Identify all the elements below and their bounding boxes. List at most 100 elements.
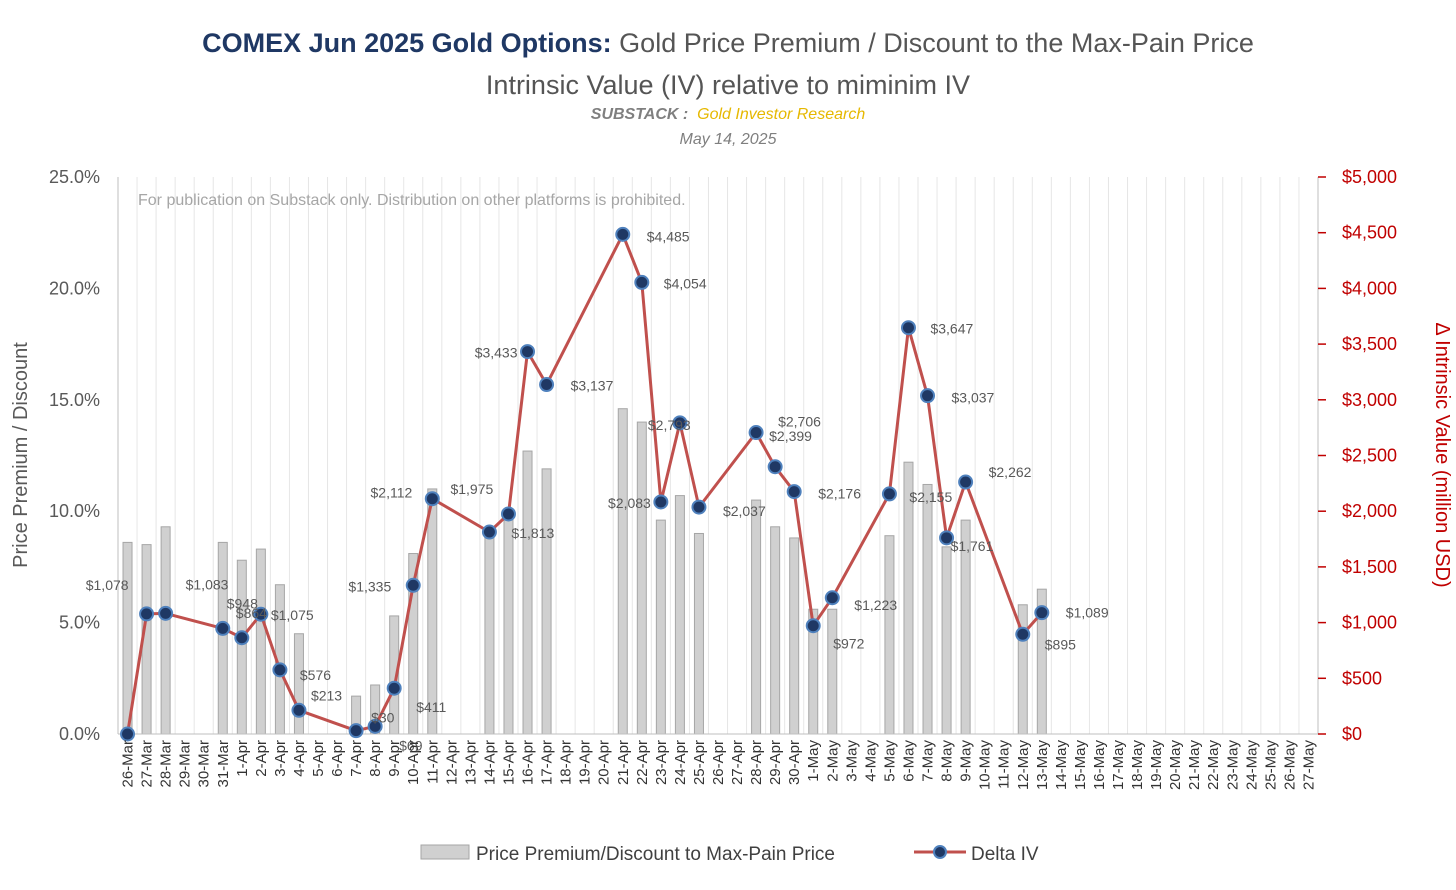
y-tick-label: 0.0% [59, 724, 100, 744]
data-label: $3,137 [571, 378, 614, 394]
delta-iv-point [1015, 626, 1031, 642]
x-tick-label: 27-May [1300, 740, 1317, 791]
x-tick-label: 24-Apr [672, 740, 689, 785]
x-tick-label: 1-May [805, 740, 822, 782]
bar [522, 450, 533, 735]
x-tick-label: 13-May [1034, 740, 1051, 791]
data-label: $864 [236, 605, 267, 621]
data-label: $1,078 [86, 577, 129, 593]
data-label: $576 [300, 667, 331, 683]
delta-iv-point [958, 474, 974, 490]
bar [293, 633, 304, 735]
y2-tick-label: $2,000 [1342, 501, 1397, 521]
delta-iv-point [139, 606, 155, 622]
y2-tick-label: $5,000 [1342, 167, 1397, 187]
delta-iv-point [348, 723, 364, 739]
x-tick-label: 12-May [1015, 740, 1032, 791]
bar [789, 537, 800, 735]
delta-iv-point [1034, 605, 1050, 621]
bar [827, 608, 838, 735]
x-tick-label: 26-Mar [120, 740, 137, 788]
bar [541, 468, 552, 735]
y2-axis-label: Δ Intrinsic Value (million USD) [1431, 322, 1453, 587]
x-tick-label: 15-May [1072, 740, 1089, 791]
line-series [120, 226, 1050, 742]
y2-tick-label: $1,500 [1342, 557, 1397, 577]
x-tick-label: 22-Apr [634, 740, 651, 785]
x-tick-label: 26-Apr [710, 740, 727, 785]
x-tick-label: 18-Apr [558, 740, 575, 785]
x-tick-label: 17-May [1110, 740, 1127, 791]
x-tick-label: 11-Apr [424, 740, 441, 784]
bar [751, 499, 762, 735]
x-tick-label: 28-Mar [158, 740, 175, 788]
delta-iv-point [767, 459, 783, 475]
data-labels: $1,078 $1,083 $948$864 $1,075 $576 $213 $30$69… [86, 228, 1109, 753]
substack-label: SUBSTACK : [590, 106, 689, 123]
bar [617, 408, 628, 735]
x-tick-label: 21-Apr [615, 740, 632, 785]
x-tick-label: 4-May [862, 740, 879, 782]
delta-iv-point [824, 590, 840, 606]
data-label: $948 [227, 595, 258, 611]
x-tick-label: 13-Apr [462, 740, 479, 785]
x-tick-label: 26-May [1281, 740, 1298, 791]
data-label: $1,335 [348, 578, 391, 594]
x-tick-label: 25-May [1262, 740, 1279, 791]
x-tick-label: 20-May [1167, 740, 1184, 791]
legend-bar-swatch [420, 844, 470, 860]
data-label: $4,054 [664, 275, 707, 291]
x-tick-label: 9-May [958, 740, 975, 782]
delta-iv-point [386, 680, 402, 696]
data-label: $2,112 [371, 485, 413, 501]
data-label: $69 [399, 737, 423, 753]
chart-title: COMEX Jun 2025 Gold Options: Gold Price … [0, 28, 1456, 59]
x-tick-label: 7-May [920, 740, 937, 782]
delta-iv-point [653, 494, 669, 510]
data-label: $3,647 [930, 321, 973, 337]
bar-series [122, 408, 1047, 735]
delta-iv-point [672, 415, 688, 431]
x-tick-label: 17-Apr [539, 740, 556, 785]
legend-line-marker [933, 845, 947, 859]
delta-iv-point [234, 630, 250, 646]
x-tick-label: 15-Apr [500, 740, 517, 785]
substack-line: SUBSTACK : Gold Investor Research [0, 106, 1456, 124]
y-tick-label: 25.0% [49, 167, 100, 187]
y2-tick-label: $1,000 [1342, 613, 1397, 633]
x-tick-label: 3-Apr [272, 740, 289, 777]
bar [636, 421, 647, 735]
data-label: $2,155 [909, 489, 952, 505]
x-tick-label: 18-May [1129, 740, 1146, 791]
y2-tick-label: $4,500 [1342, 223, 1397, 243]
chart-title-bold: COMEX Jun 2025 Gold Options: [202, 28, 612, 58]
x-tick-label: 5-May [881, 740, 898, 782]
x-tick-label: 29-Apr [767, 740, 784, 785]
bar [674, 495, 685, 735]
delta-iv-point [615, 226, 631, 242]
tick-labels: 0.0% 5.0% 10.0% 15.0% 20.0% 25.0% $0 $500 $1,000… [49, 167, 1397, 790]
x-tick-label: 23-Apr [653, 740, 670, 785]
x-tick-label: 4-Apr [291, 740, 308, 777]
delta-iv-point [634, 274, 650, 290]
data-label: $1,761 [951, 538, 994, 554]
data-label: $2,706 [778, 414, 821, 430]
x-tick-label: 2-Apr [253, 740, 270, 777]
x-tick-label: 16-Apr [520, 740, 537, 785]
x-tick-label: 5-Apr [310, 740, 327, 777]
bar [770, 526, 781, 735]
x-tick-label: 6-Apr [329, 740, 346, 777]
bar [236, 559, 247, 735]
delta-iv-point [786, 484, 802, 500]
x-tick-label: 12-Apr [443, 740, 460, 785]
y2-tick-label: $3,500 [1342, 334, 1397, 354]
x-tick-label: 28-Apr [748, 740, 765, 785]
x-tick-label: 10-Apr [405, 740, 422, 785]
delta-iv-point [215, 620, 231, 636]
delta-iv-point [367, 718, 383, 734]
y2-tick-label: $0 [1342, 724, 1362, 744]
x-tick-label: 6-May [900, 740, 917, 782]
x-tick-label: 16-May [1091, 740, 1108, 791]
data-label: $2,793 [648, 417, 691, 433]
y2-tick-label: $2,500 [1342, 446, 1397, 466]
